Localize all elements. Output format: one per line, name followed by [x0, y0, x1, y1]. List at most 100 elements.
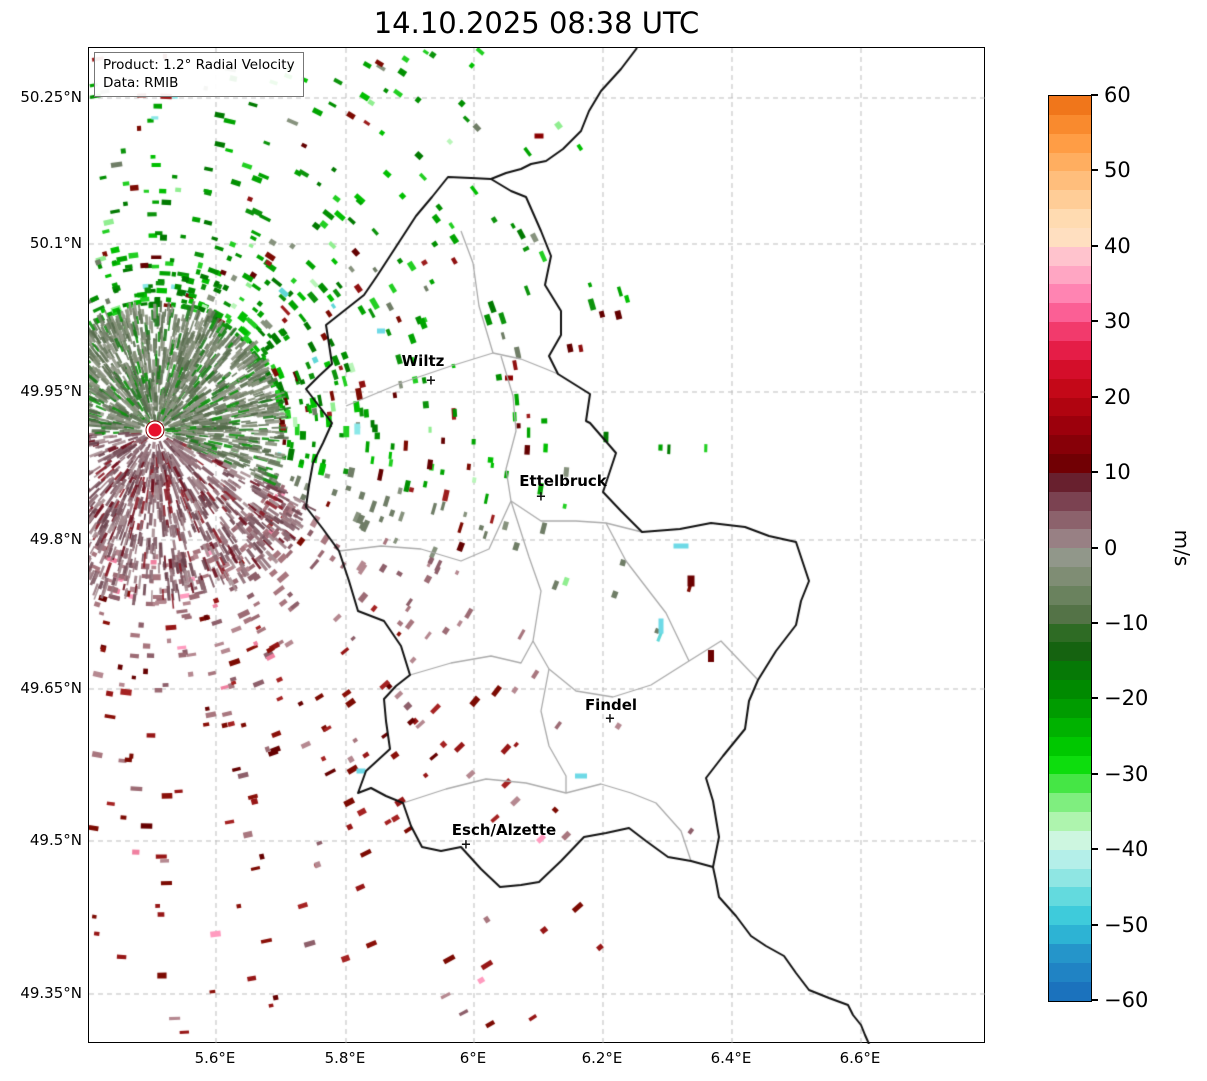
colorbar-tick-label: 50 — [1104, 158, 1131, 183]
colorbar-segment — [1049, 642, 1091, 662]
colorbar-segment — [1049, 887, 1091, 907]
colorbar-tick-mark — [1091, 848, 1098, 851]
colorbar-segment — [1049, 96, 1091, 115]
product-name-label: Product: 1.2° Radial Velocity — [103, 57, 295, 73]
colorbar-segment — [1049, 755, 1091, 775]
colorbar-segment — [1049, 623, 1091, 643]
map-plot-area: Product: 1.2° Radial Velocity Data: RMIB — [88, 47, 986, 1044]
colorbar-segment — [1049, 303, 1091, 323]
colorbar-segment — [1049, 265, 1091, 285]
colorbar-segment — [1049, 548, 1091, 568]
colorbar-segment — [1049, 416, 1091, 436]
colorbar-segment — [1049, 171, 1091, 191]
city-label: Findel — [584, 696, 638, 714]
colorbar-segment — [1049, 830, 1091, 850]
colorbar-segment — [1049, 152, 1091, 172]
city-label: Esch/Alzette — [451, 821, 557, 839]
colorbar-tick-mark — [1091, 395, 1098, 398]
y-axis-tick-label: 49.35°N — [20, 984, 82, 1002]
colorbar-segment — [1049, 209, 1091, 228]
colorbar-segment — [1049, 962, 1091, 982]
x-axis-tick-label: 6.4°E — [710, 1049, 752, 1067]
colorbar-segment — [1049, 322, 1091, 341]
velocity-colorbar — [1048, 95, 1092, 1002]
x-axis-tick-label: 6°E — [459, 1049, 487, 1067]
colorbar-segment — [1049, 397, 1091, 417]
colorbar-tick-mark — [1091, 320, 1098, 323]
radar-velocity-map-canvas — [89, 48, 986, 1044]
y-axis-tick-label: 49.8°N — [29, 530, 82, 548]
colorbar-tick-label: 40 — [1104, 233, 1131, 258]
colorbar-segment — [1049, 906, 1091, 926]
colorbar-tick-label: −40 — [1104, 837, 1149, 862]
colorbar-segment — [1049, 378, 1091, 398]
colorbar-segment — [1049, 227, 1091, 247]
colorbar-tick-mark — [1091, 546, 1098, 549]
colorbar-tick-label: −50 — [1104, 912, 1149, 937]
colorbar-segment — [1049, 284, 1091, 304]
colorbar-segment — [1049, 246, 1091, 266]
colorbar-segment — [1049, 340, 1091, 360]
colorbar-segment — [1049, 133, 1091, 153]
colorbar-segment — [1049, 774, 1091, 794]
colorbar-tick-label: −10 — [1104, 610, 1149, 635]
x-axis-tick-label: 6.2°E — [581, 1049, 623, 1067]
colorbar-unit-label: m/s — [1170, 529, 1194, 567]
x-axis-tick-label: 6.6°E — [839, 1049, 881, 1067]
colorbar-segment — [1049, 849, 1091, 869]
colorbar-tick-mark — [1091, 697, 1098, 700]
colorbar-segment — [1049, 114, 1091, 134]
colorbar-tick-label: 60 — [1104, 83, 1131, 107]
colorbar-tick-label: 0 — [1104, 535, 1118, 560]
colorbar-tick-label: 10 — [1104, 460, 1131, 485]
city-marker: + — [604, 711, 616, 727]
colorbar-segment — [1049, 472, 1091, 492]
colorbar-tick-mark — [1091, 471, 1098, 474]
colorbar-segment — [1049, 736, 1091, 756]
city-marker: + — [425, 373, 437, 389]
colorbar-segment — [1049, 604, 1091, 624]
colorbar-segment — [1049, 943, 1091, 963]
city-marker: + — [460, 837, 472, 853]
colorbar-segment — [1049, 529, 1091, 549]
y-axis-tick-label: 49.5°N — [29, 831, 82, 849]
figure-title: 14.10.2025 08:38 UTC — [373, 6, 700, 40]
colorbar-segment — [1049, 359, 1091, 379]
colorbar-tick-mark — [1091, 999, 1098, 1001]
colorbar-segment — [1049, 925, 1091, 944]
colorbar-segment — [1049, 868, 1091, 888]
y-axis-tick-label: 50.1°N — [29, 234, 82, 252]
radar-site-marker — [146, 421, 164, 439]
colorbar-segment — [1049, 680, 1091, 699]
colorbar-tick-mark — [1091, 94, 1098, 96]
colorbar-tick-label: 20 — [1104, 384, 1131, 409]
colorbar-segment — [1049, 699, 1091, 718]
city-label: Ettelbruck — [519, 472, 607, 490]
colorbar-tick-label: −60 — [1104, 988, 1149, 1012]
colorbar-tick-mark — [1091, 772, 1098, 775]
colorbar-segment — [1049, 793, 1091, 813]
colorbar-segment — [1049, 435, 1091, 455]
city-marker: + — [535, 489, 547, 505]
colorbar-tick-label: −20 — [1104, 686, 1149, 711]
colorbar-tick-mark — [1091, 923, 1098, 926]
colorbar-segment — [1049, 717, 1091, 737]
y-axis-tick-label: 50.25°N — [20, 88, 82, 106]
colorbar-tick-mark — [1091, 169, 1098, 172]
colorbar-tick-label: −30 — [1104, 761, 1149, 786]
colorbar-segment — [1049, 454, 1091, 473]
colorbar-segment — [1049, 190, 1091, 210]
colorbar-tick-mark — [1091, 244, 1098, 247]
y-axis-tick-label: 49.95°N — [20, 382, 82, 400]
colorbar-tick-mark — [1091, 621, 1098, 624]
colorbar-segment — [1049, 567, 1091, 586]
colorbar-segment — [1049, 661, 1091, 681]
colorbar-segment — [1049, 510, 1091, 530]
colorbar-segment — [1049, 491, 1091, 511]
colorbar-segment — [1049, 981, 1091, 1001]
colorbar-segment — [1049, 585, 1091, 605]
data-source-label: Data: RMIB — [103, 75, 179, 92]
x-axis-tick-label: 5.6°E — [194, 1049, 236, 1067]
x-axis-tick-label: 5.8°E — [324, 1049, 366, 1067]
